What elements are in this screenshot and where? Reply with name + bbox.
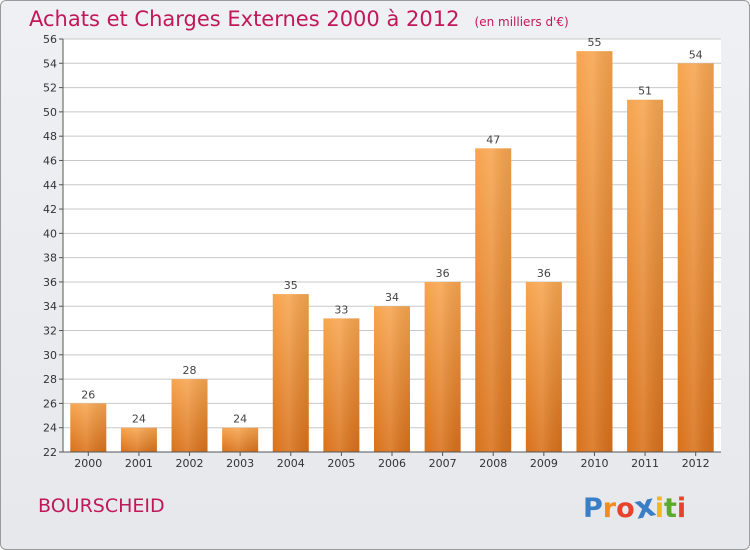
proxiti-logo[interactable]: Proxiti bbox=[583, 487, 687, 526]
bar-shine bbox=[171, 379, 208, 452]
bar-value-label: 26 bbox=[81, 388, 95, 401]
axes: 22 24 26 28 30 32 34 36 38 40 42 44 46 48 50 52 54 56 2000… bbox=[43, 33, 721, 470]
y-tick-label: 48 bbox=[43, 130, 57, 143]
y-tick-label: 56 bbox=[43, 33, 57, 46]
x-tick-label: 2009 bbox=[530, 457, 558, 470]
x-tick-label: 2003 bbox=[226, 457, 254, 470]
x-tick-label: 2000 bbox=[74, 457, 102, 470]
bar-shine bbox=[525, 281, 562, 452]
y-tick-label: 54 bbox=[43, 57, 57, 70]
x-tick-label: 2012 bbox=[682, 457, 710, 470]
bar-shine bbox=[222, 427, 259, 452]
x-tick-label: 2010 bbox=[580, 457, 608, 470]
x-tick-label: 2001 bbox=[125, 457, 153, 470]
y-tick-label: 46 bbox=[43, 154, 57, 167]
bar-value-label: 36 bbox=[537, 267, 551, 280]
y-tick-label: 36 bbox=[43, 276, 57, 289]
logo-letter: P bbox=[583, 493, 603, 524]
x-tick-label: 2011 bbox=[631, 457, 659, 470]
unit-text: (en milliers d'€) bbox=[474, 15, 569, 29]
x-tick-label: 2002 bbox=[176, 457, 204, 470]
bar-shine bbox=[70, 403, 107, 452]
bar-value-label: 33 bbox=[334, 303, 348, 316]
commune-name: BOURSCHEID bbox=[38, 495, 165, 517]
y-tick-label: 26 bbox=[43, 397, 57, 410]
bar-value-label: 55 bbox=[587, 36, 601, 49]
bar-shine bbox=[576, 51, 613, 452]
bar-value-label: 36 bbox=[436, 267, 450, 280]
x-tick-label: 2008 bbox=[479, 457, 507, 470]
x-tick-label: 2004 bbox=[277, 457, 305, 470]
y-tick-label: 30 bbox=[43, 349, 57, 362]
logo-letter: t bbox=[663, 493, 677, 524]
logo-letter: i bbox=[654, 493, 664, 524]
bar-shine bbox=[677, 63, 714, 452]
bar-shine bbox=[374, 306, 410, 452]
logo-letter: i bbox=[676, 493, 687, 524]
bar-value-label: 34 bbox=[385, 291, 399, 304]
bar-shine bbox=[120, 427, 157, 452]
bar-shine bbox=[475, 148, 512, 452]
bar-value-label: 24 bbox=[132, 413, 146, 426]
x-tick-label: 2006 bbox=[378, 457, 406, 470]
y-tick-label: 34 bbox=[43, 300, 57, 313]
y-tick-label: 38 bbox=[43, 252, 57, 265]
bar-value-label: 54 bbox=[689, 48, 703, 61]
bars bbox=[70, 51, 714, 452]
y-tick-label: 42 bbox=[43, 203, 57, 216]
y-tick-label: 28 bbox=[43, 373, 57, 386]
bar-value-label: 51 bbox=[638, 85, 652, 98]
bar-value-label: 28 bbox=[183, 364, 197, 377]
x-tick-label: 2005 bbox=[327, 457, 355, 470]
bar-shine bbox=[323, 318, 360, 452]
y-tick-label: 32 bbox=[43, 325, 57, 338]
bar-shine bbox=[627, 99, 664, 452]
y-tick-label: 22 bbox=[43, 446, 57, 459]
bar-value-label: 35 bbox=[284, 279, 298, 292]
bar-shine bbox=[272, 294, 309, 452]
y-tick-label: 44 bbox=[43, 179, 57, 192]
bar-value-labels: 26 24 28 24 35 33 34 36 47 36 55 51 54 bbox=[81, 36, 702, 426]
bar-shine bbox=[424, 281, 461, 452]
y-tick-label: 52 bbox=[43, 82, 57, 95]
y-tick-label: 50 bbox=[43, 106, 57, 119]
title-text: Achats et Charges Externes 2000 à 2012 bbox=[29, 7, 460, 31]
chart-title: Achats et Charges Externes 2000 à 2012 (… bbox=[29, 7, 569, 31]
logo-letter: o bbox=[616, 493, 635, 524]
y-tick-label: 24 bbox=[43, 422, 57, 435]
logo-letter: r bbox=[602, 493, 617, 524]
y-tick-label: 40 bbox=[43, 227, 57, 240]
bar-value-label: 47 bbox=[486, 133, 500, 146]
x-tick-label: 2007 bbox=[429, 457, 457, 470]
bar-value-label: 24 bbox=[233, 413, 247, 426]
